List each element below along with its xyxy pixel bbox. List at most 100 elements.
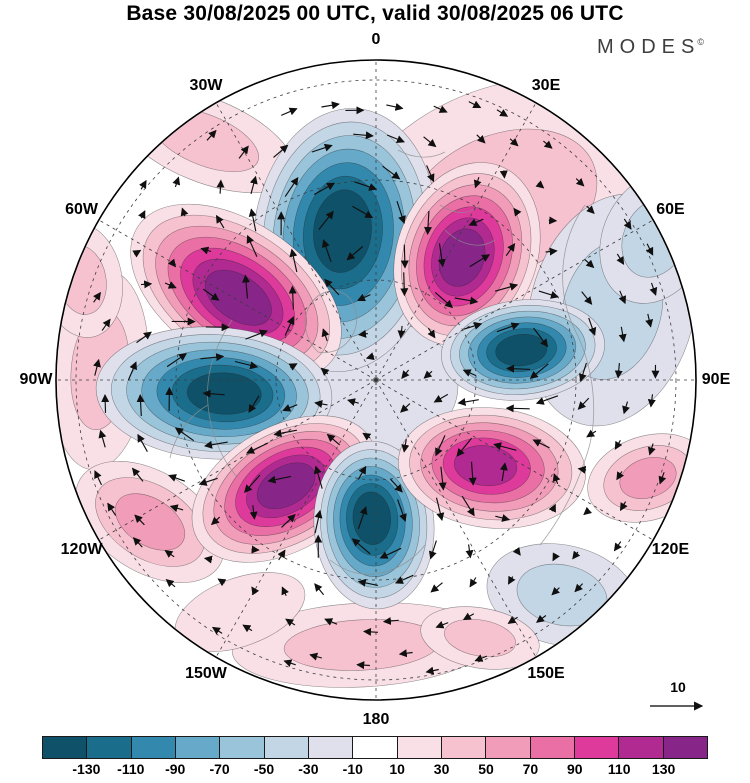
wind-arrow (507, 616, 518, 624)
wind-arrow (468, 461, 477, 486)
wind-arrow (499, 170, 508, 179)
wind-arrow (289, 248, 298, 273)
wind-arrow (505, 404, 530, 413)
wind-arrow (174, 427, 195, 442)
wind-arrow (131, 467, 144, 482)
wind-arrow (284, 316, 295, 336)
wind-arrow (132, 249, 142, 258)
wind-arrow (622, 401, 630, 415)
wind-arrow (473, 177, 482, 189)
meridian-line (98, 219, 377, 381)
map-boundary-circle (55, 59, 697, 701)
wind-arrow (575, 178, 585, 187)
colorbar-tick-label: -90 (165, 761, 186, 777)
wind-arrow (499, 462, 508, 482)
colorbar-tick-label: 130 (651, 761, 676, 777)
wind-arrow (645, 313, 654, 328)
wind-arrow (242, 274, 251, 299)
wind-arrow (509, 138, 519, 147)
wind-arrow (288, 285, 297, 310)
wind-arrow (386, 102, 404, 111)
wind-arrow (586, 205, 595, 215)
wind-arrow (353, 131, 374, 140)
wind-arrow (496, 109, 509, 117)
colorbar-tick-label: 110 (607, 761, 631, 777)
contour-band (204, 269, 272, 326)
wind-arrow (267, 475, 292, 484)
colorbar-tick-label: -10 (342, 761, 363, 777)
wind-arrow (365, 352, 375, 361)
wind-arrow (166, 353, 188, 368)
wind-arrow (457, 397, 479, 406)
wind-arrow (136, 331, 152, 344)
wind-arrow (356, 293, 371, 302)
wind-arrow (346, 246, 364, 261)
colorbar-tick-label: -50 (253, 761, 275, 777)
wind-arrow (581, 291, 593, 305)
wind-arrow (168, 474, 185, 482)
colorbar-tick-label: 90 (567, 761, 583, 777)
wind-arrow (200, 353, 225, 362)
wind-arrow (169, 504, 184, 513)
wind-arrow (423, 370, 433, 379)
wind-arrow (623, 218, 632, 230)
wind-arrow (469, 577, 478, 588)
wind-arrow (93, 358, 101, 376)
wind-arrow (435, 497, 445, 521)
wind-arrow (164, 281, 177, 289)
wind-arrow (474, 654, 488, 662)
wind-arrow (246, 442, 269, 454)
wind-arrow (426, 165, 435, 183)
wind-arrow (613, 541, 622, 552)
colorbar-segment (43, 737, 88, 758)
page-title: Base 30/08/2025 00 UTC, valid 30/08/2025… (126, 2, 624, 25)
colorbar-tick-label: 50 (478, 761, 494, 777)
colorbar-segment (308, 737, 354, 758)
colorbar-tick-label: -70 (209, 761, 230, 777)
contour-band (438, 228, 486, 287)
wind-arrow (618, 290, 627, 305)
wind-arrow (107, 502, 117, 516)
wind-arrow (238, 145, 249, 159)
wind-arrow (532, 439, 550, 449)
wind-arrow (572, 550, 581, 560)
wind-arrow (649, 282, 658, 296)
wind-arrow (427, 327, 436, 339)
wind-arrow (551, 586, 560, 596)
wind-arrow (249, 505, 258, 520)
wind-arrow (552, 552, 560, 562)
wind-arrow (433, 105, 448, 113)
wind-arrow (433, 393, 449, 403)
wind-arrow (382, 165, 401, 180)
colorbar-tick-label: 10 (389, 761, 405, 777)
wind-arrow (535, 614, 547, 623)
wind-arrow (132, 537, 143, 548)
wind-arrow (618, 326, 627, 343)
wind-arrow (578, 362, 587, 382)
wind-arrow (545, 247, 558, 256)
wind-arrow (430, 582, 443, 593)
wind-arrow (548, 503, 556, 513)
wind-arrow (397, 499, 407, 523)
wind-arrow (172, 176, 181, 188)
wind-arrow (535, 395, 559, 405)
wind-arrow (401, 369, 410, 379)
wind-arrow (354, 181, 378, 191)
coastline-path (397, 149, 446, 158)
wind-arrow (210, 516, 221, 526)
wind-arrow (234, 360, 259, 370)
wind-arrow (495, 514, 511, 522)
wind-arrow (394, 574, 414, 584)
wind-arrow (93, 291, 101, 303)
wind-arrow (216, 179, 225, 194)
wind-arrow (462, 369, 477, 377)
wind-arrow (647, 394, 656, 408)
contour-band (256, 462, 316, 510)
wind-arrow (386, 134, 405, 143)
colorbar-tick-label: -30 (298, 761, 319, 777)
wind-arrow (533, 327, 549, 348)
meridian-line (375, 102, 537, 381)
wind-arrow (396, 201, 406, 225)
wind-arrow (352, 205, 374, 219)
latitude-circle (175, 179, 577, 581)
